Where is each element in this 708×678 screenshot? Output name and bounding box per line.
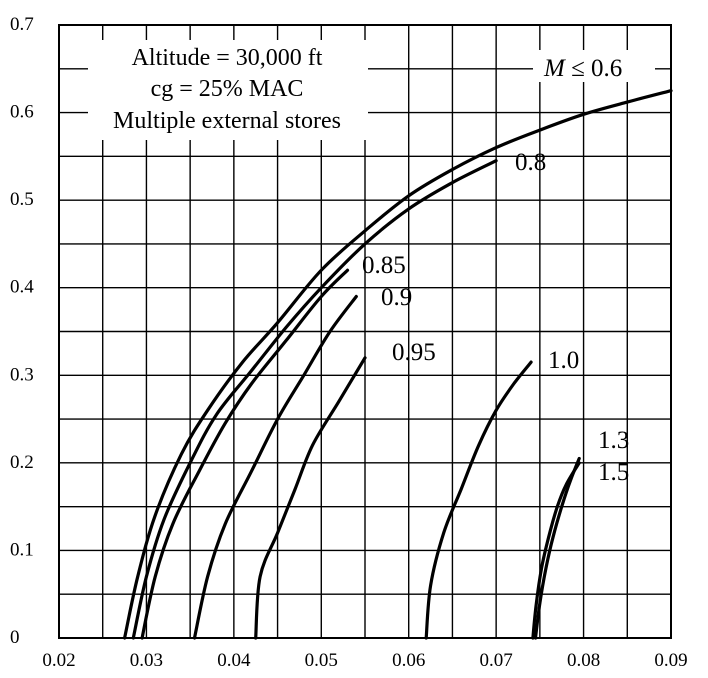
y-tick-label: 0.5 (10, 189, 34, 210)
curve-mach-0-8 (131, 159, 498, 640)
curve-mach-0-9 (192, 294, 358, 640)
series-label-mach-0-8: 0.8 (515, 149, 546, 176)
annotation-background (88, 40, 368, 140)
x-tick-label: 0.03 (130, 650, 163, 671)
y-tick-label: 0 (10, 627, 20, 648)
annotation-box: Altitude = 30,000 ft cg = 25% MAC Multip… (88, 40, 368, 140)
series-label-mach-0-85: 0.85 (362, 252, 406, 279)
annotation-line-stores: Multiple external stores (113, 108, 341, 134)
y-tick-label: 0.4 (10, 277, 34, 298)
series-labels: M ≤ 0.6 0.8 0.85 0.9 0.95 1.0 1.3 1.5 (362, 50, 655, 486)
x-tick-label: 0.09 (654, 650, 687, 671)
series-label-mach-0-6: M ≤ 0.6 (543, 55, 622, 82)
y-tick-label: 0.2 (10, 452, 34, 473)
series-group (123, 89, 673, 640)
series-label-mach-1-3: 1.3 (598, 427, 629, 454)
x-tick-label: 0.02 (42, 650, 75, 671)
annotation-line-altitude: Altitude = 30,000 ft (132, 45, 323, 71)
y-tick-label: 0.6 (10, 102, 34, 123)
x-axis-ticks: 0.02 0.03 0.04 0.05 0.06 0.07 0.08 0.09 (42, 650, 687, 671)
curve-mach-1-5 (531, 461, 581, 640)
series-label-mach-0-95: 0.95 (392, 339, 436, 366)
x-tick-label: 0.08 (567, 650, 600, 671)
y-tick-label: 0.3 (10, 364, 34, 385)
series-label-mach-0-9: 0.9 (381, 284, 412, 311)
x-tick-label: 0.04 (217, 650, 251, 671)
y-tick-label: 0.7 (10, 14, 34, 35)
curve-mach-0-85 (140, 268, 350, 640)
series-label-mach-1-5: 1.5 (598, 459, 629, 486)
plot-frame (58, 24, 672, 639)
curve-mach-1-3 (533, 456, 581, 640)
curve-mach-0-95 (254, 356, 367, 640)
curve-mach-M-0-6 (123, 89, 673, 640)
x-tick-label: 0.05 (305, 650, 338, 671)
x-tick-label: 0.07 (480, 650, 513, 671)
y-tick-label: 0.1 (10, 539, 34, 560)
curve-mach-1-0 (424, 360, 533, 640)
annotation-line-cg: cg = 25% MAC (151, 76, 304, 102)
x-tick-label: 0.06 (392, 650, 425, 671)
label-background (533, 50, 655, 82)
y-axis-ticks: 0 0.1 0.2 0.3 0.4 0.5 0.6 0.7 (10, 14, 34, 648)
series-label-mach-1-0: 1.0 (548, 347, 579, 374)
